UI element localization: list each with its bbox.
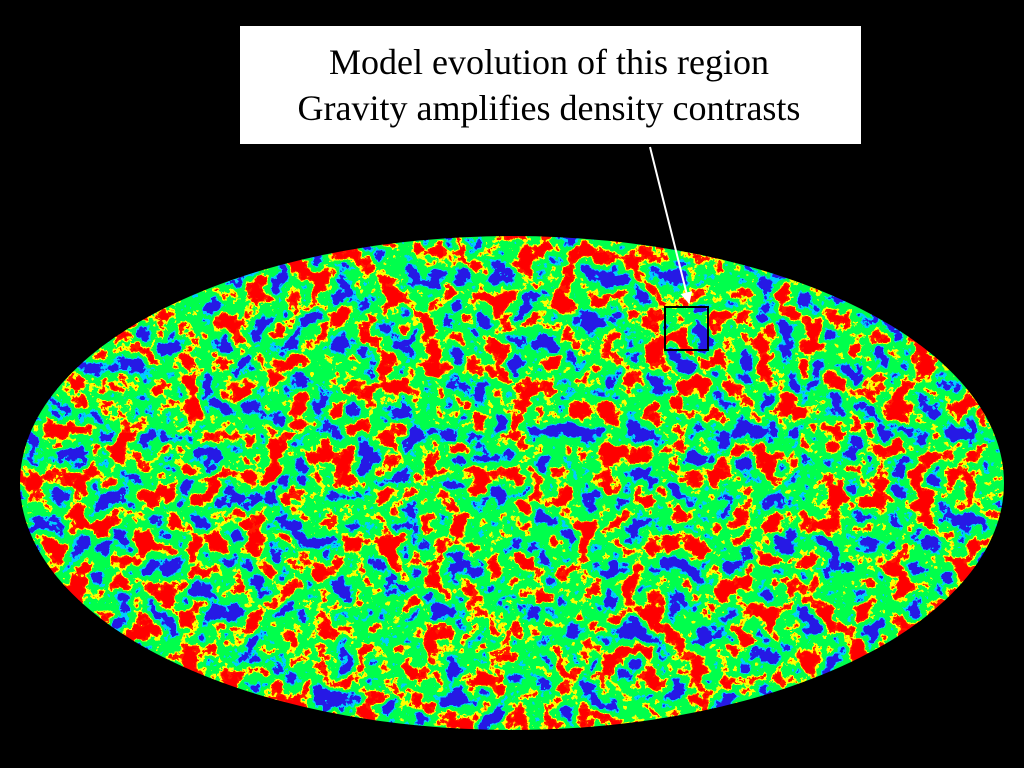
region-box xyxy=(664,306,709,351)
callout-line: Gravity amplifies density contrasts xyxy=(298,88,801,128)
callout-line: Model evolution of this region xyxy=(329,42,769,82)
callout-box xyxy=(238,24,863,146)
sky-map xyxy=(20,236,1004,730)
cmb-texture xyxy=(20,236,1004,730)
callout-arrow xyxy=(649,146,693,305)
